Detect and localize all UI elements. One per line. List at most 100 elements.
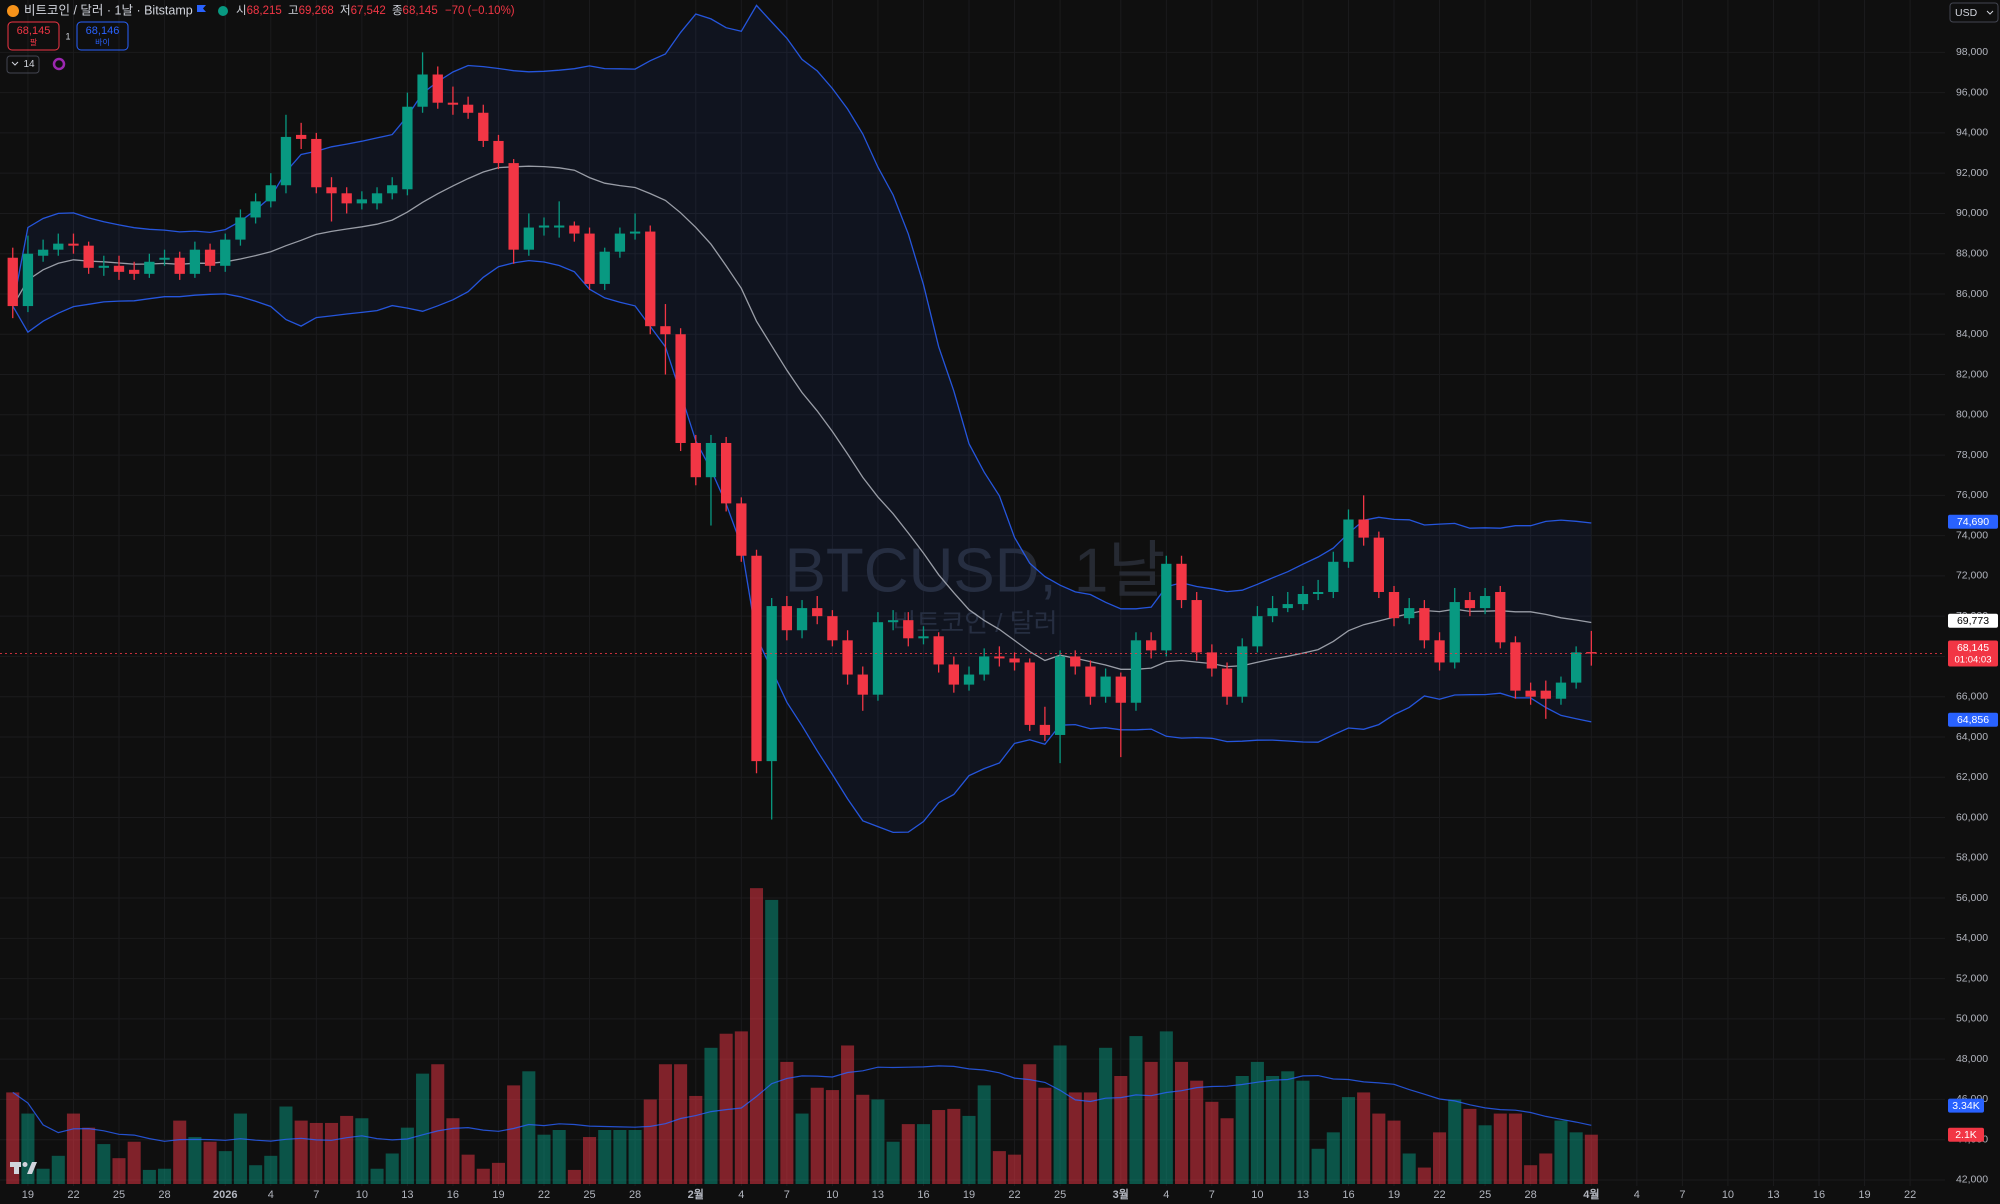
volume-bar bbox=[1584, 1134, 1598, 1184]
volume-bar bbox=[552, 1129, 566, 1184]
ohlc-key: 시 bbox=[236, 4, 247, 17]
y-tick-label: 98,000 bbox=[1956, 46, 1988, 58]
candle-body bbox=[220, 239, 231, 266]
candle-body bbox=[1085, 666, 1096, 697]
candle-body bbox=[356, 199, 368, 204]
candle-body bbox=[1404, 608, 1415, 619]
candle-body bbox=[1176, 563, 1187, 601]
candle-body bbox=[1555, 682, 1567, 699]
volume-bar bbox=[1053, 1045, 1067, 1184]
candle-body bbox=[1206, 652, 1218, 669]
candle-body bbox=[918, 636, 929, 639]
candle-body bbox=[1145, 640, 1157, 651]
x-tick-label: 28 bbox=[629, 1189, 641, 1201]
ohlc-key: 종 bbox=[392, 5, 403, 17]
logo-part bbox=[27, 1162, 37, 1174]
volume-bar bbox=[1493, 1113, 1507, 1184]
y-tick-label: 86,000 bbox=[1956, 288, 1988, 300]
volume-bar bbox=[765, 899, 779, 1184]
volume-label: 3.34K bbox=[1952, 1100, 1979, 1112]
volume-bar bbox=[1341, 1097, 1356, 1184]
candle-body bbox=[68, 243, 79, 246]
indicator-icon[interactable] bbox=[52, 57, 66, 71]
x-tick-label: 2월 bbox=[688, 1187, 704, 1201]
header: 비트코인 / 달러 · 1날 · Bitstamp 시68,215 고69,26… bbox=[6, 2, 1999, 1174]
x-tick-label: 19 bbox=[1388, 1189, 1400, 1201]
candle-body bbox=[1373, 537, 1384, 592]
x-tick-label: 22 bbox=[1433, 1189, 1445, 1201]
volume-bar bbox=[1554, 1120, 1568, 1184]
y-tick-label: 62,000 bbox=[1956, 771, 1988, 783]
x-tick-label: 4월 bbox=[1583, 1187, 1599, 1201]
volume-bar bbox=[1205, 1101, 1219, 1184]
currency-select[interactable] bbox=[1949, 2, 1999, 23]
volume-bar bbox=[598, 1129, 612, 1184]
volume-label-box bbox=[1948, 1098, 1984, 1113]
candle-body bbox=[311, 138, 322, 188]
candle-body bbox=[1312, 591, 1324, 595]
volume-bar bbox=[431, 1064, 445, 1184]
volume-bar bbox=[233, 1113, 247, 1184]
symbol-title: 비트코인 / 달러 · 1날 · Bitstamp bbox=[24, 3, 193, 17]
x-tick-label: 25 bbox=[113, 1189, 125, 1201]
volume-bar bbox=[1266, 1075, 1280, 1184]
volume-bar bbox=[567, 1169, 581, 1184]
y-tick-label: 60,000 bbox=[1956, 811, 1988, 823]
x-tick-label: 10 bbox=[356, 1189, 368, 1201]
volume-bar bbox=[1220, 1118, 1234, 1184]
plot bbox=[0, 4, 1945, 1184]
volume-bar bbox=[1129, 1036, 1143, 1184]
candle-body bbox=[53, 243, 64, 250]
volume-bar bbox=[613, 1129, 627, 1184]
candle-body bbox=[1419, 608, 1430, 641]
candle-body bbox=[1009, 658, 1020, 663]
y-tick-label: 80,000 bbox=[1956, 409, 1988, 421]
y-tick-label: 42,000 bbox=[1956, 1174, 1988, 1186]
candle-body bbox=[1115, 676, 1126, 703]
price-label: 74,690 bbox=[1957, 516, 1989, 528]
candle-body bbox=[675, 334, 686, 443]
current-price-label: 68,145 bbox=[1957, 642, 1989, 654]
volume-bar bbox=[1387, 1120, 1401, 1184]
candle-body bbox=[1479, 596, 1491, 609]
ohlc-value: 68,145 bbox=[403, 5, 438, 17]
candle-body bbox=[948, 664, 959, 685]
candle-body bbox=[174, 257, 185, 274]
y-tick-label: 92,000 bbox=[1956, 167, 1988, 179]
buy-button[interactable] bbox=[76, 21, 129, 51]
y-tick-label: 74,000 bbox=[1956, 529, 1988, 541]
volume-bar bbox=[51, 1155, 65, 1184]
volume-bar bbox=[1083, 1092, 1097, 1184]
candle-body bbox=[523, 227, 534, 250]
volume-bar bbox=[780, 1061, 794, 1184]
candle-body bbox=[113, 265, 125, 272]
volume-bar bbox=[628, 1129, 642, 1184]
candle-body bbox=[189, 249, 201, 274]
y-tick-label: 96,000 bbox=[1956, 86, 1988, 98]
flag-icon[interactable] bbox=[197, 5, 206, 12]
candle-body bbox=[387, 185, 398, 194]
candle-body bbox=[129, 269, 140, 274]
candle-body bbox=[144, 261, 155, 274]
volume-bar bbox=[82, 1127, 96, 1184]
candle-body bbox=[766, 606, 777, 762]
volume-bar bbox=[643, 1099, 657, 1184]
candle-body bbox=[1039, 724, 1051, 735]
candle-body bbox=[1221, 668, 1233, 697]
axis-labels: 42,00044,00046,00048,00050,00052,00054,0… bbox=[22, 46, 1998, 1201]
buy-label: 바이 bbox=[95, 37, 110, 47]
volume-bar bbox=[507, 1085, 521, 1184]
sell-button[interactable] bbox=[7, 21, 60, 51]
volume-bar bbox=[1159, 1031, 1173, 1184]
change: −70 (−0.10%) bbox=[445, 5, 515, 17]
candle-body bbox=[690, 442, 701, 478]
volume-bar bbox=[841, 1045, 855, 1184]
countdown: 01:04:03 bbox=[1955, 655, 1992, 666]
indicators-toggle[interactable] bbox=[6, 55, 40, 74]
volume-bar bbox=[719, 1033, 733, 1184]
volume-bar bbox=[1372, 1113, 1386, 1184]
ohlc-key: 저 bbox=[340, 4, 351, 17]
candle-body bbox=[159, 257, 170, 260]
price-label-box bbox=[1948, 613, 1998, 628]
